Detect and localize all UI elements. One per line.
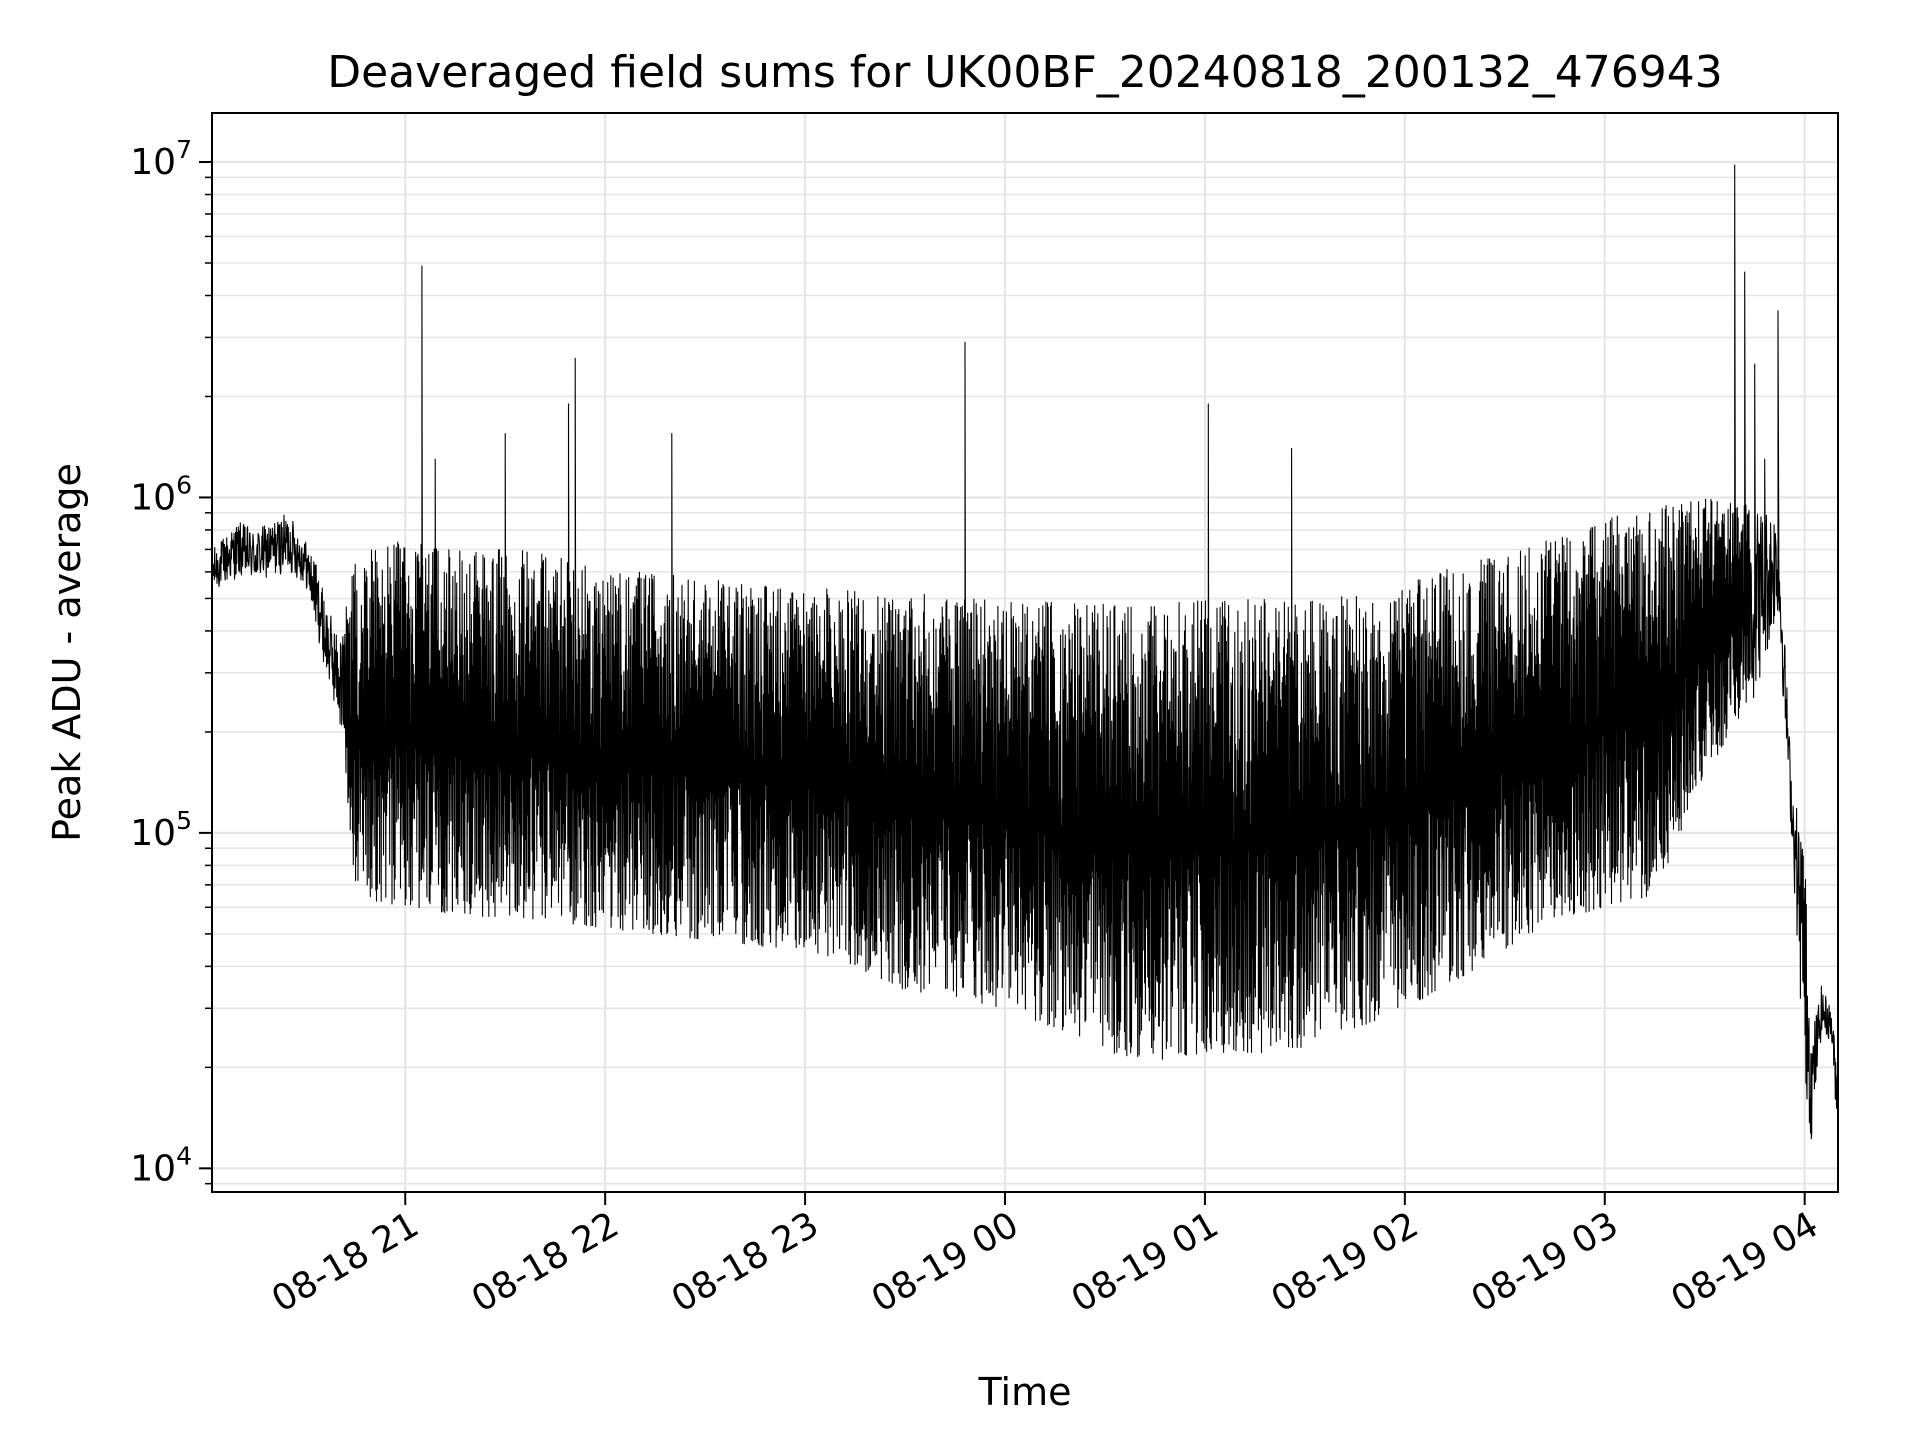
x-tick-label: 08-19 00 [865,1204,1026,1320]
y-tick-label: 107 [130,135,192,183]
series-line [211,164,1839,1140]
chart-title: Deaveraged field sums for UK00BF_2024081… [327,47,1722,98]
x-axis-label: Time [978,1370,1072,1414]
plot-frame [211,112,1839,1193]
x-tick-label: 08-18 22 [465,1204,626,1320]
x-tick-label: 08-18 23 [665,1204,826,1320]
x-tick-label: 08-19 01 [1065,1204,1226,1320]
y-tick-label: 106 [130,470,192,518]
y-tick-label: 105 [130,806,192,854]
y-axis-ticks: 104 105 106 107 [130,135,212,1189]
x-tick-label: 08-19 02 [1265,1204,1426,1320]
x-tick-label: 08-19 04 [1665,1204,1826,1320]
y-tick-label: 104 [130,1141,192,1189]
y-axis-label: Peak ADU - average [45,463,89,842]
x-axis-ticks: 08-18 21 08-18 22 08-18 23 08-19 00 08-19 01… [265,1192,1825,1321]
x-tick-label: 08-18 21 [265,1204,426,1320]
data-series [211,164,1839,1140]
x-tick-label: 08-19 03 [1465,1204,1626,1320]
